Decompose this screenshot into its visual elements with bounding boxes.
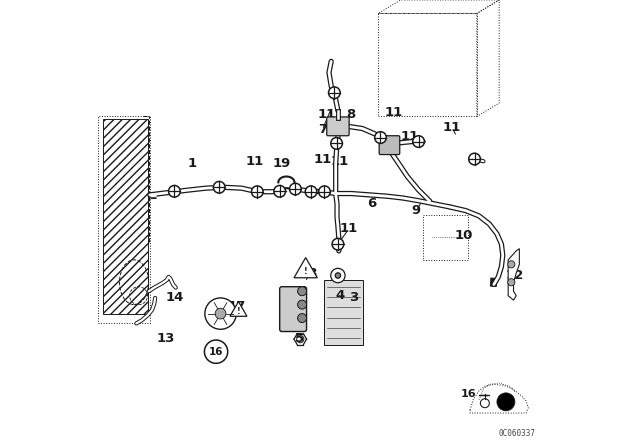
Circle shape: [252, 186, 263, 198]
Circle shape: [374, 132, 387, 143]
Circle shape: [328, 87, 340, 99]
Text: 11: 11: [401, 130, 419, 143]
Circle shape: [298, 314, 307, 323]
Polygon shape: [230, 302, 247, 316]
Text: 0C060337: 0C060337: [499, 429, 536, 438]
Polygon shape: [294, 258, 317, 278]
Circle shape: [305, 186, 317, 198]
Bar: [378, 13, 477, 116]
Circle shape: [274, 185, 285, 197]
Text: 3: 3: [349, 291, 358, 305]
Circle shape: [468, 153, 481, 165]
Text: 1: 1: [188, 157, 197, 170]
Circle shape: [298, 300, 307, 309]
Circle shape: [331, 268, 345, 283]
FancyBboxPatch shape: [280, 287, 307, 332]
Circle shape: [508, 279, 515, 286]
Circle shape: [213, 181, 225, 193]
Circle shape: [497, 393, 515, 411]
Circle shape: [332, 238, 344, 250]
Circle shape: [289, 183, 301, 195]
Text: 10: 10: [454, 228, 472, 242]
Text: 9: 9: [412, 204, 421, 217]
Bar: [324, 280, 362, 345]
Text: 19: 19: [273, 157, 291, 170]
Polygon shape: [508, 249, 520, 300]
Text: 12: 12: [506, 269, 524, 282]
FancyBboxPatch shape: [327, 117, 349, 136]
Text: 11: 11: [340, 222, 358, 235]
Text: 16: 16: [461, 389, 477, 399]
Text: 11: 11: [246, 155, 264, 168]
Text: 15: 15: [205, 302, 224, 316]
FancyBboxPatch shape: [379, 136, 400, 155]
Text: 11: 11: [385, 105, 403, 119]
Circle shape: [205, 298, 236, 329]
Circle shape: [331, 138, 342, 149]
Text: 11: 11: [313, 152, 332, 166]
Bar: [103, 119, 148, 314]
Text: 2: 2: [286, 305, 296, 318]
Circle shape: [413, 136, 424, 147]
Text: 5: 5: [295, 332, 305, 345]
Text: !: !: [304, 267, 307, 276]
Text: 16: 16: [209, 347, 223, 357]
Text: 13: 13: [156, 332, 175, 345]
Text: 14: 14: [165, 291, 184, 305]
Text: 6: 6: [367, 197, 376, 211]
Text: 7: 7: [317, 123, 327, 137]
Bar: [423, 215, 468, 260]
Circle shape: [215, 308, 226, 319]
Text: 11: 11: [331, 155, 349, 168]
Circle shape: [335, 273, 340, 278]
Circle shape: [319, 186, 330, 198]
Circle shape: [298, 287, 307, 296]
Text: 4: 4: [335, 289, 345, 302]
Text: 11: 11: [443, 121, 461, 134]
Text: 18: 18: [300, 267, 318, 280]
Text: 11: 11: [317, 108, 336, 121]
Circle shape: [168, 185, 180, 197]
Text: !: !: [237, 307, 240, 316]
Bar: [99, 116, 150, 323]
Text: 8: 8: [347, 108, 356, 121]
Circle shape: [508, 261, 515, 268]
Text: 17: 17: [228, 300, 246, 314]
